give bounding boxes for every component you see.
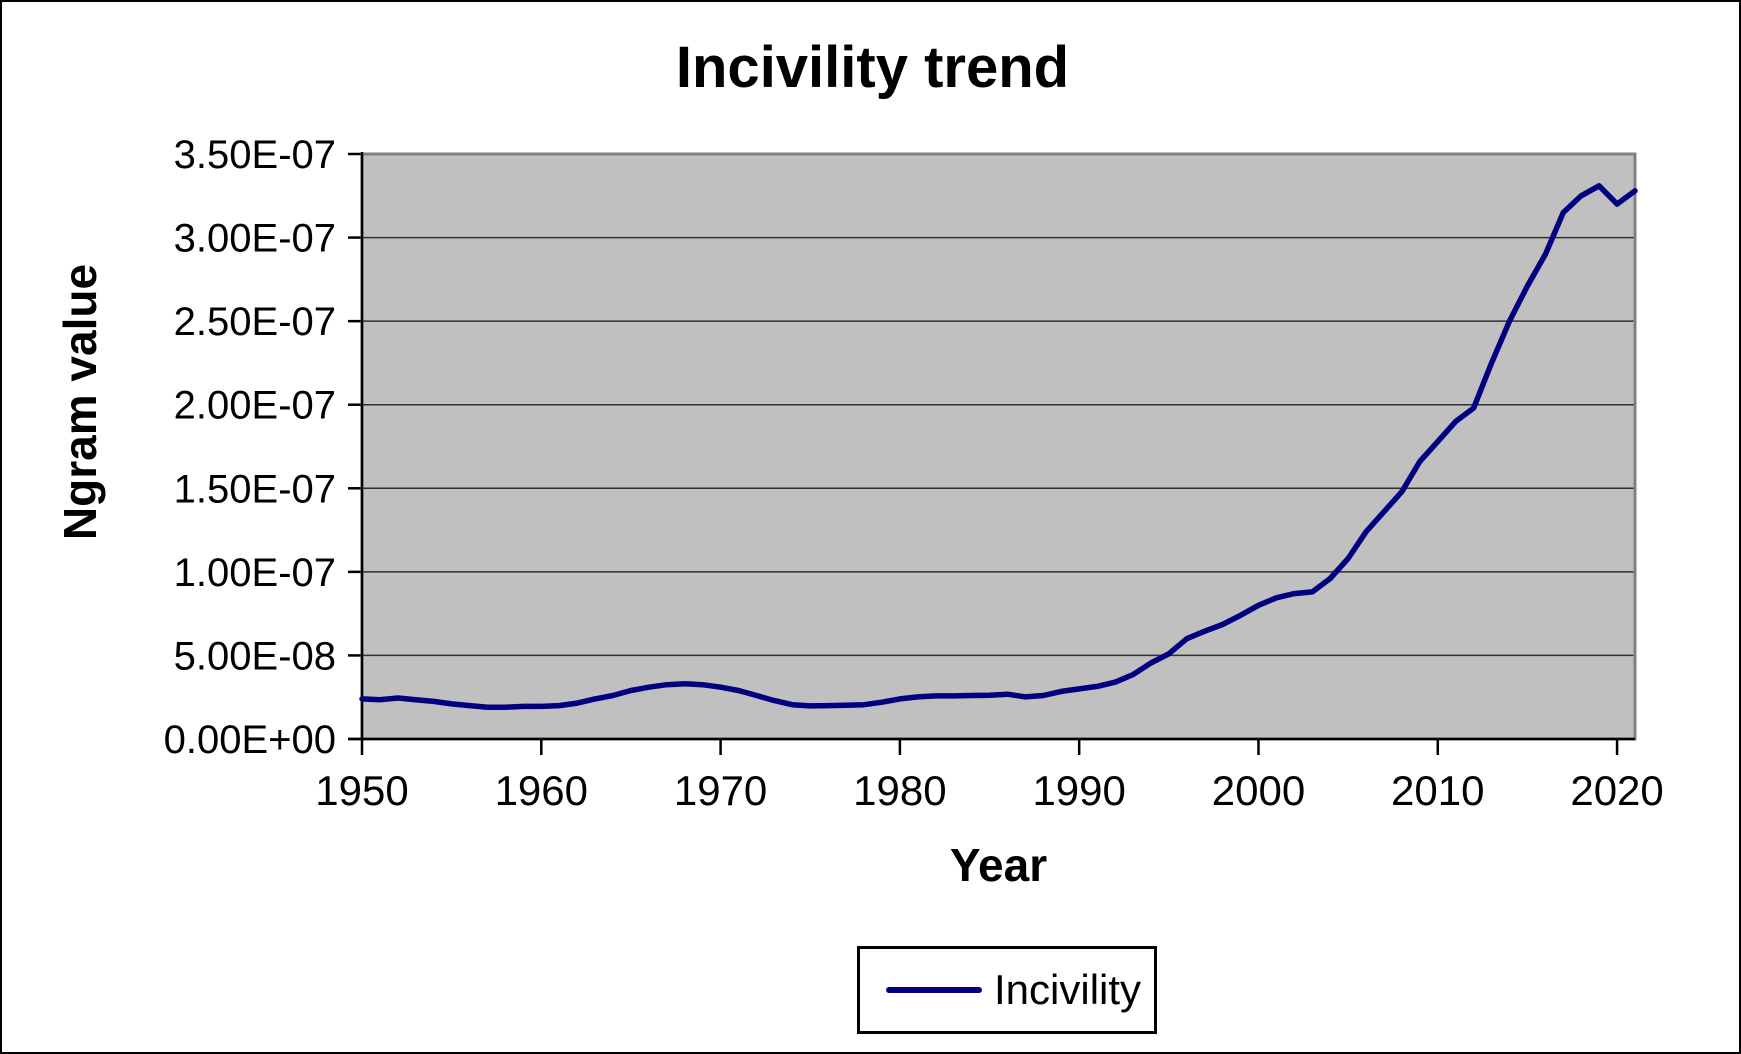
legend: Incivility	[857, 946, 1157, 1034]
legend-line-sample-incivility	[886, 987, 982, 993]
legend-label-incivility: Incivility	[994, 966, 1142, 1013]
x-tick-label: 2020	[1570, 767, 1663, 814]
y-tick-label: 2.00E-07	[174, 384, 336, 428]
chart-title: Incivility trend	[675, 35, 1070, 100]
x-tick-label: 1950	[315, 767, 408, 814]
y-tick-label: 0.00E+00	[164, 718, 336, 762]
x-tick-label: 1970	[674, 767, 767, 814]
plot-background	[362, 154, 1635, 739]
x-tick-label: 1960	[495, 767, 588, 814]
x-tick-label: 1990	[1032, 767, 1125, 814]
x-tick-label: 2010	[1391, 767, 1484, 814]
y-tick-label: 3.50E-07	[174, 133, 336, 177]
x-axis-title: Year	[949, 839, 1048, 891]
x-tick-label: 1980	[853, 767, 946, 814]
y-tick-label: 3.00E-07	[174, 217, 336, 261]
series-line-incivility	[359, 183, 1638, 710]
y-tick-label: 5.00E-08	[174, 634, 336, 678]
y-tick-label: 1.50E-07	[174, 467, 336, 511]
y-tick-label: 1.00E-07	[174, 551, 336, 595]
x-tick-label: 2000	[1212, 767, 1305, 814]
y-tick-label: 2.50E-07	[174, 300, 336, 344]
